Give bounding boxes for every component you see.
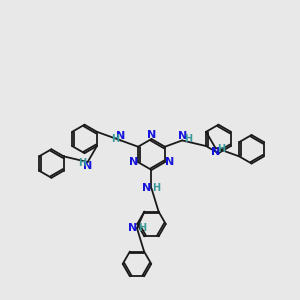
Text: N: N: [128, 223, 137, 233]
Text: N: N: [142, 183, 152, 193]
Text: H: H: [152, 183, 160, 193]
Text: N: N: [147, 130, 156, 140]
Text: N: N: [129, 157, 138, 167]
Text: H: H: [111, 134, 119, 144]
Text: H: H: [138, 223, 146, 233]
Text: N: N: [116, 131, 125, 141]
Text: H: H: [217, 144, 225, 154]
Text: H: H: [184, 134, 192, 144]
Text: N: N: [83, 161, 92, 171]
Text: N: N: [211, 147, 220, 157]
Text: N: N: [178, 131, 187, 141]
Text: H: H: [78, 158, 86, 168]
Text: N: N: [165, 157, 174, 167]
